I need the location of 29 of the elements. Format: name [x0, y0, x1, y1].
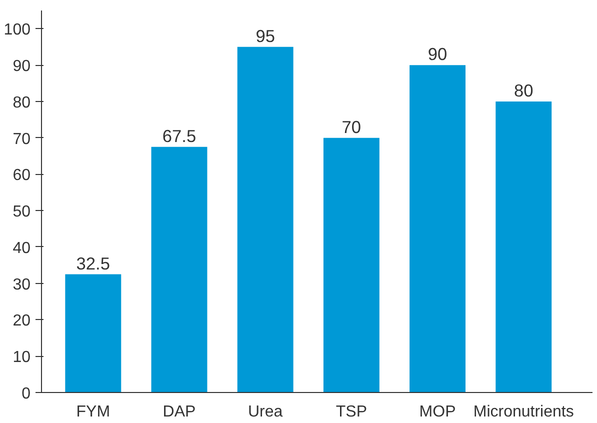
x-tick-label: FYM: [76, 404, 110, 420]
data-label: 80: [514, 80, 534, 100]
data-label: 70: [342, 116, 362, 137]
y-tick-label: 100: [4, 22, 31, 39]
data-label: 90: [428, 44, 448, 64]
bar: [410, 65, 466, 392]
y-tick-label: 60: [12, 167, 31, 184]
y-tick-label: 80: [12, 94, 31, 112]
x-tick-label: Urea: [248, 404, 283, 420]
x-tick-label: TSP: [336, 404, 368, 420]
x-tick-label: DAP: [162, 404, 196, 420]
x-tick-label: MOP: [419, 404, 456, 420]
bar: [151, 146, 208, 392]
y-tick-label: 90: [12, 58, 31, 76]
y-tick-label: 30: [12, 276, 31, 294]
y-tick-label: 70: [12, 130, 31, 148]
bar: [65, 274, 122, 392]
data-label: 32.5: [76, 253, 110, 274]
data-label: 95: [256, 26, 275, 46]
y-tick-label: 50: [12, 204, 31, 221]
bar: [237, 46, 294, 392]
x-tick-label: Micronutrients: [473, 404, 574, 420]
bar: [496, 101, 552, 392]
y-tick-label: 10: [12, 349, 31, 366]
y-tick-label: 40: [12, 240, 31, 257]
data-label: 67.5: [162, 126, 196, 146]
y-tick-label: 0: [22, 386, 31, 402]
y-tick-label: 20: [12, 312, 31, 330]
bar: [323, 138, 380, 392]
